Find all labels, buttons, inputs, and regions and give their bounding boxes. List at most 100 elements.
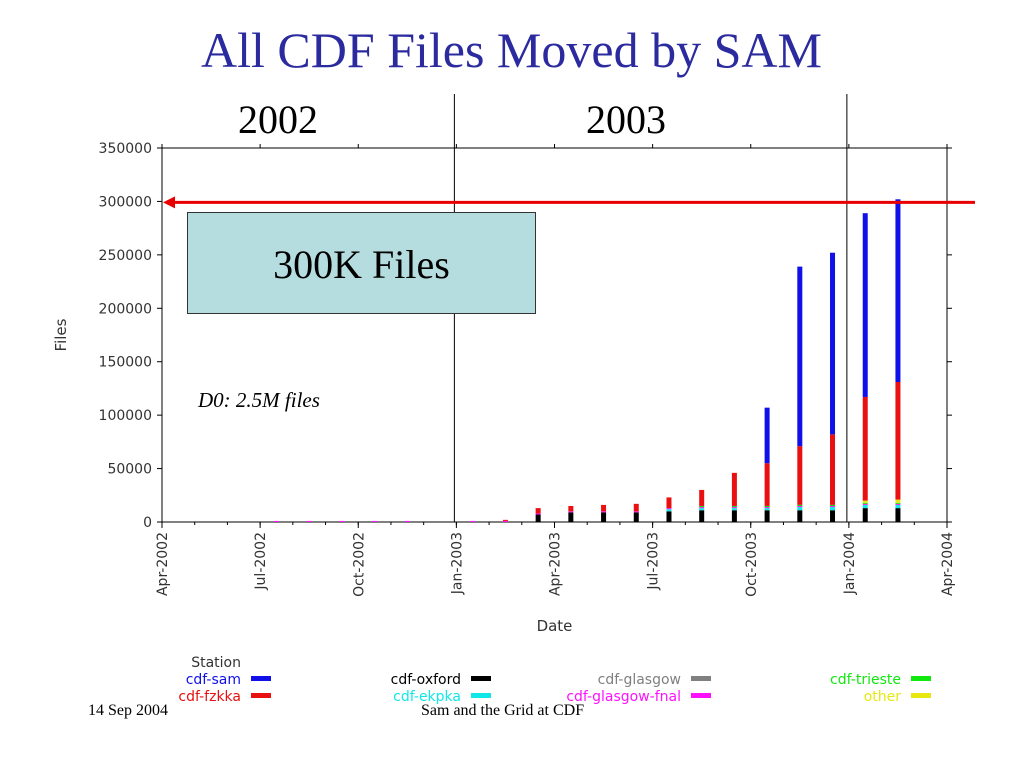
bar-segment-cdf-trieste (895, 502, 901, 504)
year-label-2003: 2003 (586, 97, 666, 142)
bar-segment-cdf-glasgow-fnal (273, 520, 279, 522)
legend-title: Station (191, 655, 241, 671)
bar-segment-cdf-trieste (830, 504, 836, 506)
bar-segment-cdf-ekpka (830, 507, 836, 511)
bar-segment-cdf-fzkka (797, 446, 803, 505)
bar-segment-cdf-glasgow-fnal (306, 520, 312, 522)
plot-frame (161, 147, 948, 523)
legend-label-cdf-oxford: cdf-oxford (391, 672, 461, 688)
bar-segment-cdf-oxford (764, 510, 770, 522)
bar-segment-cdf-trieste (764, 505, 770, 508)
slide-title: All CDF Files Moved by SAM (201, 22, 822, 78)
bar-segment-cdf-oxford (633, 512, 639, 522)
bar-segment-other (862, 500, 868, 503)
bar-segment-cdf-ekpka (895, 504, 901, 509)
bar-segment-cdf-oxford (535, 514, 541, 522)
bar-segment-cdf-oxford (895, 508, 901, 522)
bar-segment-cdf-oxford (699, 510, 705, 522)
bar-segment-cdf-glasgow-fnal (830, 505, 836, 508)
bar-segment-cdf-glasgow-fnal (535, 513, 541, 515)
bar-segment-cdf-sam (830, 252, 836, 435)
footer-title: Sam and the Grid at CDF (421, 702, 585, 719)
bar-segment-cdf-glasgow-fnal (731, 507, 737, 509)
d0-note: D0: 2.5M files (198, 388, 320, 412)
x-tick-label: Apr-2002 (155, 532, 171, 596)
y-axis-label: Files (52, 318, 70, 351)
y-tick-label: 0 (143, 515, 152, 531)
y-tick-label: 200000 (99, 301, 152, 317)
legend-swatch-cdf-fzkka (251, 693, 271, 698)
x-axis-label: Date (537, 617, 573, 635)
x-tick-label: Apr-2003 (548, 532, 564, 596)
legend-label-cdf-trieste: cdf-trieste (830, 672, 901, 688)
bar-segment-cdf-glasgow-fnal (764, 507, 770, 509)
bar-segment-cdf-glasgow-fnal (601, 511, 607, 513)
callout-box: 300K Files (187, 212, 536, 314)
bar-segment-cdf-glasgow-fnal (372, 520, 378, 522)
x-tick-label: Jul-2002 (253, 532, 269, 591)
bar-segment-cdf-ekpka (666, 509, 672, 512)
bar-segment-cdf-glasgow-fnal (862, 503, 868, 505)
bar-segment-cdf-glasgow-fnal (666, 508, 672, 510)
bar-segment-cdf-glasgow-fnal (470, 520, 476, 522)
bar-segment-cdf-ekpka (764, 508, 770, 511)
legend-swatch-cdf-trieste (911, 676, 931, 681)
bar-segment-cdf-fzkka (633, 503, 639, 512)
bar-segment-cdf-fzkka (535, 508, 541, 514)
bar-segment-cdf-glasgow-fnal (895, 503, 901, 505)
bar-segment-cdf-oxford (862, 508, 868, 522)
bar-segment-cdf-sam (797, 266, 803, 447)
bar-segment-cdf-sam (862, 213, 868, 397)
bar-segment-cdf-fzkka (502, 519, 508, 521)
bar-segment-cdf-ekpka (862, 504, 868, 509)
bar-segment-cdf-fzkka (862, 396, 868, 501)
bar-segment-cdf-fzkka (699, 489, 705, 506)
legend-label-cdf-ekpka: cdf-ekpka (393, 689, 461, 705)
bar-segment-other (895, 499, 901, 503)
legend-swatch-other (911, 693, 931, 698)
x-tick-label: Apr-2004 (940, 532, 956, 596)
footer-date: 14 Sep 2004 (88, 702, 168, 719)
bar-segment-cdf-fzkka (830, 434, 836, 505)
legend-swatch-cdf-ekpka (471, 693, 491, 698)
bar-segment-cdf-fzkka (895, 382, 901, 500)
bar-segment-cdf-fzkka (601, 504, 607, 512)
bar-segment-cdf-ekpka (797, 507, 803, 511)
legend-label-cdf-glasgow-fnal: cdf-glasgow-fnal (566, 689, 681, 705)
bar-segment-cdf-sam (764, 407, 770, 464)
legend-label-cdf-fzkka: cdf-fzkka (178, 689, 241, 705)
y-tick-label: 350000 (99, 141, 152, 157)
bar-segment-cdf-ekpka (699, 508, 705, 511)
bar-segment-cdf-oxford (568, 512, 574, 522)
bar-segment-cdf-fzkka (731, 472, 737, 506)
y-tick-label: 100000 (99, 408, 152, 424)
x-tick-label: Jan-2004 (842, 532, 858, 595)
legend-label-cdf-sam: cdf-sam (186, 672, 241, 688)
bar-segment-cdf-sam (895, 199, 901, 383)
bar-segment-cdf-glasgow-fnal (797, 505, 803, 508)
x-tick-label: Jan-2003 (449, 532, 465, 595)
bar-segment-cdf-fzkka (666, 497, 672, 509)
bar-segment-cdf-oxford (666, 511, 672, 522)
y-tick-label: 150000 (99, 355, 152, 371)
bar-segment-cdf-trieste (699, 505, 705, 508)
bar-segment-cdf-glasgow-fnal (502, 520, 508, 522)
bar-segment-cdf-trieste (862, 502, 868, 504)
x-tick-label: Oct-2002 (351, 532, 367, 597)
x-tick-label: Oct-2003 (744, 532, 760, 597)
y-tick-label: 50000 (107, 462, 152, 478)
reference-arrowhead (163, 196, 175, 209)
bar-segment-cdf-glasgow-fnal (339, 520, 345, 522)
bar-segment-cdf-trieste (797, 504, 803, 506)
legend-swatch-cdf-oxford (471, 676, 491, 681)
legend-swatch-cdf-glasgow-fnal (691, 693, 711, 698)
legend-label-other: other (864, 689, 902, 705)
legend-label-cdf-glasgow: cdf-glasgow (598, 672, 681, 688)
bar-segment-cdf-oxford (797, 510, 803, 522)
y-tick-label: 300000 (99, 194, 152, 210)
callout-text: 300K Files (273, 242, 450, 287)
bar-segment-cdf-glasgow-fnal (633, 511, 639, 513)
bar-segment-cdf-fzkka (764, 463, 770, 506)
bar-segment-cdf-glasgow-fnal (699, 507, 705, 509)
